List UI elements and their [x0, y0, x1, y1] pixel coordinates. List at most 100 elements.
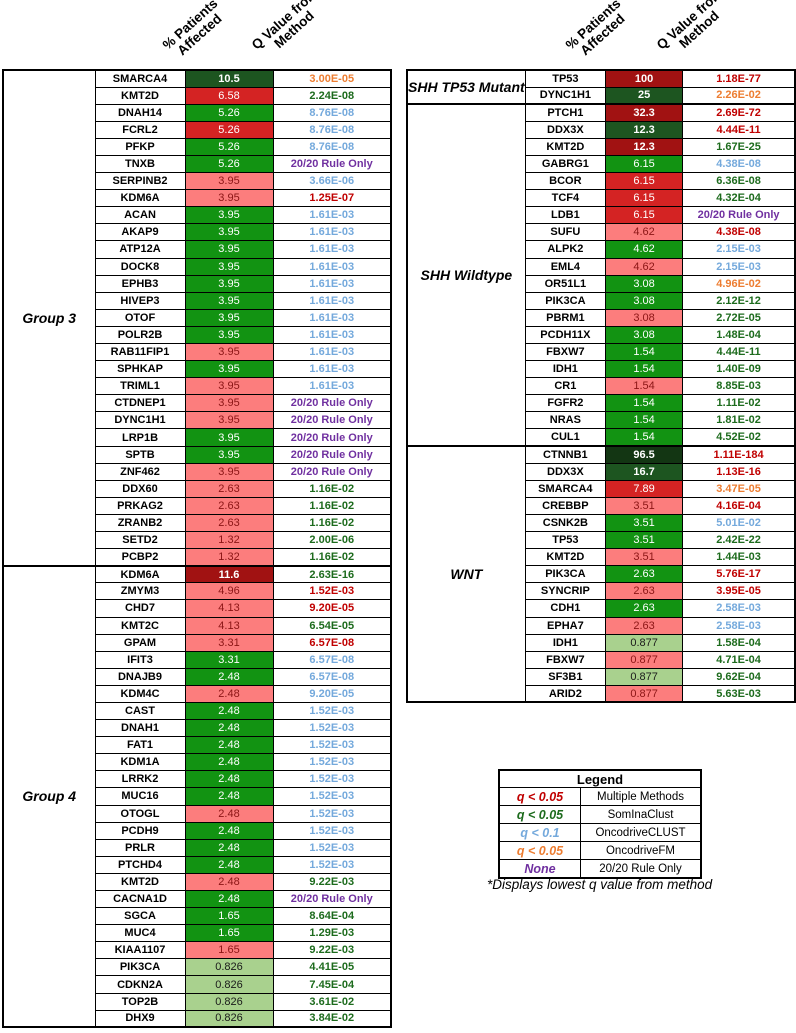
gene-name: SF3B1: [524, 667, 607, 686]
gene-name: SETD2: [94, 531, 186, 550]
pct-affected-cell: 3.95: [184, 445, 274, 464]
table-row: PRKAG2 2.63 1.16E-02: [3, 496, 392, 515]
q-value-cell: 8.76E-08: [272, 103, 392, 122]
q-value-cell: 4.44E-11: [682, 120, 796, 139]
pct-affected-cell: 25: [605, 86, 684, 105]
gene-name: NRAS: [524, 411, 607, 430]
table-row: ZRANB2 2.63 1.16E-02: [3, 513, 392, 533]
gene-name: EPHA7: [524, 616, 607, 635]
table-row: CTDNEP1 3.95 20/20 Rule Only: [3, 394, 392, 413]
gene-name: PCBP2: [94, 548, 186, 567]
pct-affected-cell: 3.95: [184, 274, 274, 293]
legend-row: q < 0.05 Multiple Methods: [498, 787, 702, 806]
q-value-cell: 9.62E-04: [682, 667, 796, 686]
legend-method-name: 20/20 Rule Only: [580, 859, 702, 879]
pct-affected-cell: 3.51: [605, 531, 684, 550]
gene-name: CREBBP: [524, 496, 607, 515]
gene-name: OTOGL: [94, 804, 186, 823]
q-value-cell: 2.42E-22: [682, 531, 796, 550]
pct-affected-cell: 2.48: [184, 770, 274, 789]
table-row: KMT2D 2.48 9.22E-03: [3, 872, 392, 892]
pct-affected-cell: 16.7: [605, 462, 684, 481]
column-header-percent-right: % Patients Affected: [562, 0, 628, 59]
q-value-cell: 1.61E-03: [272, 223, 392, 242]
legend-method-name: SomInaClust: [580, 805, 702, 824]
gene-name: KDM1A: [94, 753, 186, 772]
pct-affected-cell: 2.48: [184, 736, 274, 755]
gene-name: FBXW7: [524, 650, 607, 669]
gene-name: DNAJB9: [94, 667, 186, 686]
table-row: DHX9 0.826 3.84E-02: [3, 1009, 392, 1028]
gene-name: BCOR: [524, 172, 607, 191]
pct-affected-cell: 2.63: [605, 599, 684, 618]
table-row: DDX3X 16.7 1.13E-16: [407, 462, 796, 481]
gene-name: SUFU: [524, 223, 607, 242]
gene-name: PBRM1: [524, 308, 607, 327]
q-value-cell: 5.76E-17: [682, 565, 796, 584]
pct-affected-cell: 2.63: [605, 616, 684, 635]
gene-name: KMT2D: [524, 548, 607, 567]
q-value-cell: 1.52E-03: [272, 582, 392, 601]
gene-name: FBXW7: [524, 342, 607, 362]
table-row: DNAH1 2.48 1.52E-03: [3, 719, 392, 738]
q-value-cell: 1.29E-03: [272, 924, 392, 943]
pct-affected-cell: 3.31: [184, 650, 274, 669]
pct-affected-cell: 3.95: [184, 172, 274, 191]
pct-affected-cell: 3.95: [184, 223, 274, 242]
pct-affected-cell: 1.54: [605, 342, 684, 362]
table-row: ZNF462 3.95 20/20 Rule Only: [3, 462, 392, 481]
table-row: ARID2 0.877 5.63E-03: [407, 684, 796, 703]
gene-name: RAB11FIP1: [94, 342, 186, 362]
pct-affected-cell: 2.63: [184, 496, 274, 515]
left-gene-table: Group 3 SMARCA4 10.5 3.00E-05 KMT2D 6.58 2.24E…: [2, 68, 392, 1029]
table-row: IDH1 1.54 1.40E-09: [407, 360, 796, 379]
gene-name: PTCHD4: [94, 855, 186, 874]
table-row: LRP1B 3.95 20/20 Rule Only: [3, 428, 392, 447]
q-value-cell: 1.52E-03: [272, 753, 392, 772]
pct-affected-cell: 1.54: [605, 394, 684, 413]
table-row: CR1 1.54 8.85E-03: [407, 377, 796, 396]
gene-name: CTDNEP1: [94, 394, 186, 413]
table-row: OTOGL 2.48 1.52E-03: [3, 804, 392, 823]
table-row: SGCA 1.65 8.64E-04: [3, 907, 392, 926]
pct-affected-cell: 1.32: [184, 548, 274, 567]
pct-affected-cell: 100: [605, 68, 684, 88]
pct-affected-cell: 1.54: [605, 360, 684, 379]
gene-name: ALPK2: [524, 240, 607, 259]
group-label: SHH TP53 Mutant: [406, 68, 526, 105]
table-row: KMT2D 3.51 1.44E-03: [407, 548, 796, 567]
table-row: PFKP 5.26 8.76E-08: [3, 137, 392, 156]
table-row: ALPK2 4.62 2.15E-03: [407, 240, 796, 259]
pct-affected-cell: 3.08: [605, 291, 684, 310]
gene-name: PRKAG2: [94, 496, 186, 515]
table-row: DNAH14 5.26 8.76E-08: [3, 103, 392, 122]
gene-name: OTOF: [94, 308, 186, 327]
pct-affected-cell: 2.48: [184, 719, 274, 738]
column-header-qvalue-right: Q Value from Method: [653, 0, 726, 53]
table-row: SMARCA4 7.89 3.47E-05: [407, 479, 796, 498]
q-value-cell: 6.57E-08: [272, 650, 392, 669]
q-value-cell: 1.52E-03: [272, 770, 392, 789]
pct-affected-cell: 0.826: [184, 975, 274, 994]
pct-affected-cell: 1.65: [184, 941, 274, 960]
gene-name: POLR2B: [94, 325, 186, 345]
q-value-cell: 3.66E-06: [272, 172, 392, 191]
legend-method-name: OncodriveCLUST: [580, 823, 702, 842]
q-value-cell: 1.52E-03: [272, 838, 392, 857]
pct-affected-cell: 4.62: [605, 223, 684, 242]
q-value-cell: 1.48E-04: [682, 325, 796, 345]
table-row: PIK3CA 0.826 4.41E-05: [3, 958, 392, 977]
table-row: KIAA1107 1.65 9.22E-03: [3, 941, 392, 960]
table-row: SPTB 3.95 20/20 Rule Only: [3, 445, 392, 464]
table-row: PCDH9 2.48 1.52E-03: [3, 821, 392, 840]
legend-title: Legend: [498, 769, 702, 788]
pct-affected-cell: 2.48: [184, 821, 274, 840]
q-value-cell: 3.00E-05: [272, 68, 392, 88]
gene-name: ZMYM3: [94, 582, 186, 601]
table-row: KMT2D 12.3 1.67E-25: [407, 137, 796, 156]
table-row: FAT1 2.48 1.52E-03: [3, 736, 392, 755]
pct-affected-cell: 4.62: [605, 240, 684, 259]
pct-affected-cell: 0.826: [184, 992, 274, 1011]
q-value-cell: 2.58E-03: [682, 599, 796, 618]
table-row: FBXW7 1.54 4.44E-11: [407, 342, 796, 362]
